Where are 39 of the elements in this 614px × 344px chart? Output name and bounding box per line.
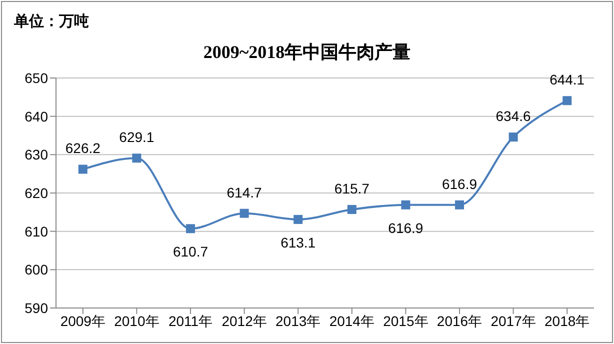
point [240, 208, 249, 218]
point [78, 164, 88, 174]
y-tick-label: 630 [24, 146, 48, 163]
y-tick-label: 650 [24, 70, 48, 86]
x-tick-label: 2017年 [490, 312, 536, 329]
x-tick-label: 2009年 [60, 312, 106, 329]
point [562, 96, 572, 106]
data-label: 613.1 [280, 234, 316, 250]
point [132, 154, 142, 163]
data-label: 616.9 [388, 220, 424, 236]
y-tick-label: 590 [24, 300, 48, 316]
data-label: 610.7 [172, 244, 208, 260]
data-label: 629.1 [119, 129, 154, 146]
y-tick-label: 640 [24, 108, 48, 124]
x-tick-label: 2014年 [329, 312, 374, 329]
data-label: 614.7 [226, 184, 262, 200]
x-tick-label: 2012年 [222, 312, 267, 329]
x-tick-label: 2018年 [544, 312, 590, 329]
x-tick-label: 2011年 [168, 312, 213, 329]
chart-title: 2009~2018年中国牛肉产量 [202, 41, 412, 64]
x-tick-label: 2016年 [436, 312, 482, 329]
x-tick-label: 2015年 [383, 312, 428, 329]
text: 单位：万吨 [14, 12, 89, 31]
y-tick-label: 620 [24, 184, 48, 201]
y-tick-label: 600 [24, 262, 48, 278]
x-tick-label: 2013年 [276, 312, 321, 329]
y-tick-label: 610 [24, 223, 48, 240]
x-tick-label: 2010年 [114, 312, 160, 329]
data-label: 634.6 [496, 108, 532, 124]
point [455, 200, 464, 210]
point [186, 224, 195, 234]
data-label: 626.2 [65, 140, 101, 156]
data-label: 616.9 [442, 176, 478, 192]
data-label: 644.1 [550, 72, 585, 88]
point [508, 132, 518, 142]
point [347, 204, 356, 214]
point [401, 200, 410, 210]
point [294, 214, 303, 224]
data-label: 615.7 [334, 180, 370, 196]
